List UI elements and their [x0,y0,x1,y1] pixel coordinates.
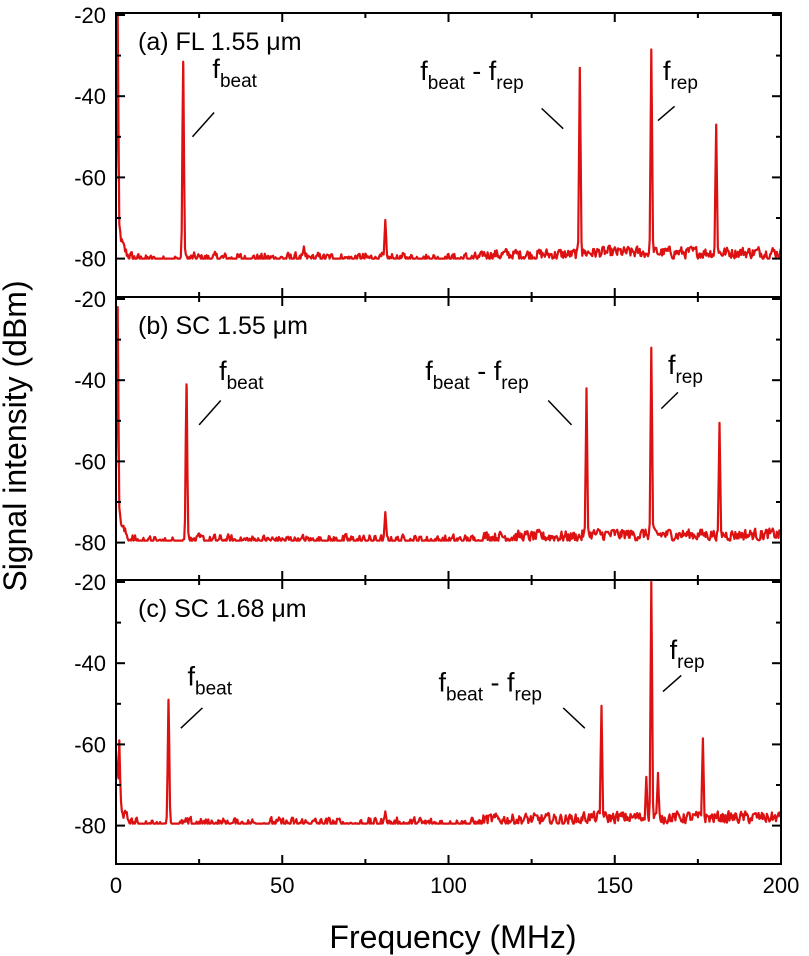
panel-b: -20 -40 -60 -80 (b) SC 1.55 μm fbeat fbeat - f… [74,287,782,581]
y-tick-label: -80 [74,247,106,272]
peak-point [384,810,386,812]
y-axis-title: Signal intensity (dBm) [0,280,33,591]
peak-point [585,387,587,389]
annotation-pointer [541,107,564,130]
x-tick-label: 100 [430,873,467,898]
x-axis-title: Frequency (MHz) [329,919,576,955]
y-tick-label: -40 [74,368,106,393]
panel-title: (b) SC 1.55 μm [138,312,308,340]
peak-annotation: frep [670,635,705,673]
peak-point [657,772,659,774]
annotation-pointer [662,674,682,693]
peak-point [650,347,652,349]
y-tick-label: -60 [74,732,106,757]
peak-annotation: fbeat [212,54,257,92]
panel-title: (a) FL 1.55 μm [138,28,302,56]
peak-point [303,245,305,247]
trace-a [116,13,781,260]
peak-annotation: frep [663,56,698,94]
y-tick-label: -20 [74,570,106,595]
x-tick-label: 200 [763,873,800,898]
peak-point [650,581,652,583]
y-tick-label: -60 [74,449,106,474]
annotation-pointer [198,400,222,426]
peak-point [182,60,184,62]
peak-point [600,705,602,707]
annotation-pointer [660,391,679,410]
peak-point [384,219,386,221]
x-tick-label: 0 [110,873,122,898]
y-tick-label: -20 [74,287,106,312]
peak-point [384,511,386,513]
peak-point [702,737,704,739]
peak-annotation: fbeat - frep [425,356,528,394]
peak-point [715,123,717,125]
x-tick-label: 50 [270,873,294,898]
peak-annotation: fbeat [219,356,264,394]
trace-b [116,306,781,542]
annotation-pointer [657,105,676,122]
peak-point [167,699,169,701]
panel-c: -20 -40 -60 -80 0 50 100 150 200 (c) SC 1.68 μm fb… [74,570,799,898]
peak-point [650,48,652,50]
annotation-pointer [562,707,586,729]
x-tick-label: 150 [596,873,633,898]
y-tick-label: -40 [74,84,106,109]
peak-annotation: frep [668,350,703,388]
peak-point [645,776,647,778]
peak-point [118,739,120,741]
y-tick-label: -80 [74,531,106,556]
peak-point [718,422,720,424]
peak-annotation: fbeat - frep [439,668,542,706]
annotation-pointer [180,707,203,729]
peak-annotation: fbeat [187,662,232,700]
y-tick-label: -80 [74,814,106,839]
y-tick-label: -60 [74,165,106,190]
annotation-pointer [547,399,573,426]
peak-point [185,383,187,385]
peak-annotation: fbeat - frep [420,56,523,94]
annotation-pointer [191,111,215,138]
trace-c [116,580,781,825]
peak-point [579,67,581,69]
panel-title: (c) SC 1.68 μm [138,595,307,623]
y-tick-label: -20 [74,3,106,28]
y-tick-label: -40 [74,651,106,676]
